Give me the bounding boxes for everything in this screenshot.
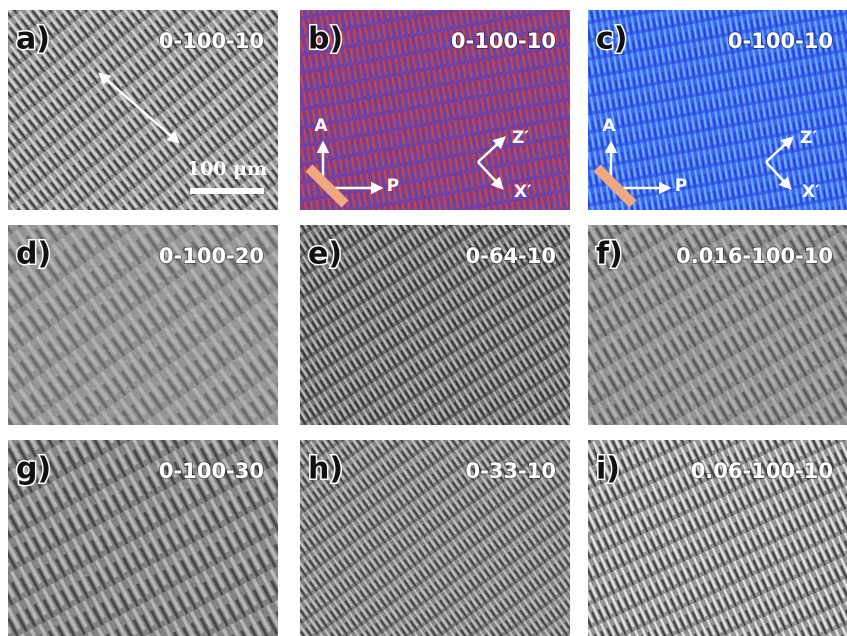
sample-label: 0-100-10 xyxy=(451,29,556,53)
sample-label: 0.016-100-10 xyxy=(676,244,833,268)
panel-letter: b) xyxy=(308,22,343,57)
sample-label: 0-100-10 xyxy=(159,29,264,53)
sample-label: 0-64-10 xyxy=(466,244,557,268)
panel-letter: h) xyxy=(308,452,343,487)
sample-label: 0-33-10 xyxy=(466,459,557,483)
panel: b) 0-100-10 A P Z′ X′ xyxy=(300,10,570,210)
analyzer-label: A xyxy=(602,116,616,136)
panel: i) 0.06-100-10 xyxy=(588,440,847,636)
z-label: Z′ xyxy=(800,128,817,148)
sample-label: 0-100-10 xyxy=(728,29,833,53)
panel-letter: g) xyxy=(16,452,51,487)
panel-letter: i) xyxy=(596,452,620,487)
panel: a) 0-100-10 100 μm xyxy=(8,10,278,210)
panel-letter: e) xyxy=(308,237,342,272)
z-label: Z′ xyxy=(512,128,529,148)
scale-label: 100 μm xyxy=(187,158,267,180)
panel: g) 0-100-30 xyxy=(8,440,278,636)
panel: d) 0-100-20 xyxy=(8,225,278,425)
panel-letter: d) xyxy=(16,237,51,272)
sample-label: 0.06-100-10 xyxy=(691,459,833,483)
panel-letter: a) xyxy=(16,22,50,57)
panel: f) 0.016-100-10 xyxy=(588,225,847,425)
polarizer-label: P xyxy=(387,176,399,196)
panel: h) 0-33-10 xyxy=(300,440,570,636)
scale-bar xyxy=(190,188,264,194)
panel: c) 0-100-10 A P Z′ X′ xyxy=(588,10,847,210)
panel: e) 0-64-10 xyxy=(300,225,570,425)
x-label: X′ xyxy=(802,182,820,202)
figure: a) 0-100-10 100 μm b) 0-100-10 A P Z′ X′ c) 0-100-… xyxy=(0,0,847,636)
panel-letter: c) xyxy=(596,22,628,57)
panel-letter: f) xyxy=(596,237,623,272)
polarizer-label: P xyxy=(675,176,687,196)
sample-label: 0-100-20 xyxy=(159,244,264,268)
sample-label: 0-100-30 xyxy=(159,459,264,483)
x-label: X′ xyxy=(514,182,532,202)
analyzer-label: A xyxy=(314,116,328,136)
